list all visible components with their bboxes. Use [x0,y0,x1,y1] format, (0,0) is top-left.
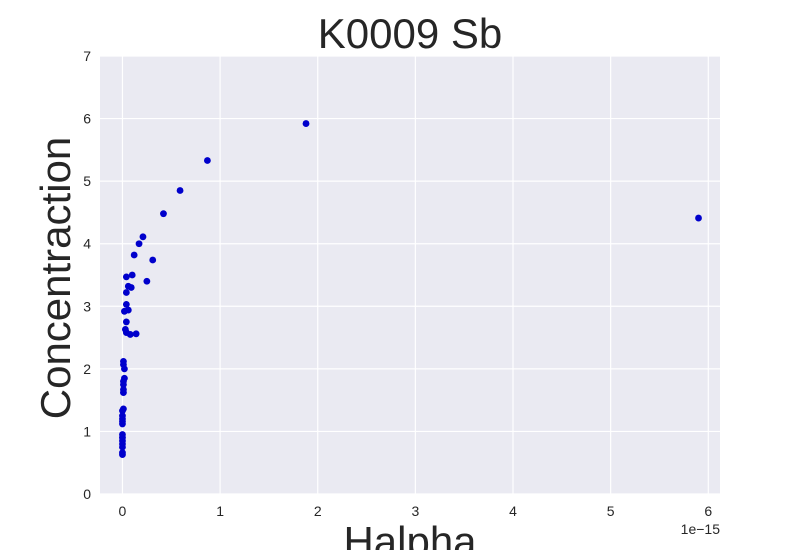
y-tick-label: 0 [83,486,91,502]
data-point [132,330,140,338]
x-tick-label: 0 [119,503,127,519]
y-tick-label: 4 [83,236,91,252]
data-point [119,431,126,438]
grid-lines [100,55,720,495]
data-point [124,306,132,314]
data-point [121,374,128,382]
data-point [120,386,127,393]
y-tick-label: 1 [83,423,91,439]
data-point [122,289,130,296]
data-point [204,157,211,164]
y-tick-labels: 0 1 2 3 4 5 6 7 [83,48,91,502]
data-point [122,273,130,281]
x-tick-label: 6 [704,503,712,519]
y-tick-label: 6 [83,111,91,127]
data-point [302,120,310,127]
x-tick-label: 1 [216,503,224,519]
data-point [176,187,184,194]
data-point [122,318,130,326]
x-tick-label: 4 [509,503,517,519]
y-tick-label: 2 [83,361,91,377]
x-tick-label: 3 [411,503,419,519]
y-tick-label: 3 [83,298,91,314]
data-point [122,301,130,308]
data-point [160,210,167,218]
data-point [695,214,702,222]
data-point [135,240,143,248]
x-axis-offset-label: 1e−15 [681,521,721,537]
data-point [149,256,157,264]
data-point [119,412,126,420]
y-axis-label: Concentraction [32,137,79,420]
data-point [143,277,151,285]
data-point [120,357,127,365]
data-point [121,326,129,333]
data-point [126,331,134,338]
y-tick-label: 5 [83,173,91,189]
data-point [139,233,147,241]
plot-area [100,56,720,494]
y-tick-label: 7 [83,48,91,64]
data-point [120,405,127,413]
data-points [119,120,702,458]
x-axis-label: Halpha [343,518,477,550]
data-point [130,251,138,259]
data-point [119,449,126,457]
x-tick-label: 2 [314,503,322,519]
chart-title: K0009 Sb [318,10,503,57]
data-point [128,271,136,279]
x-tick-labels: 0 1 2 3 4 5 6 [119,503,713,519]
data-point [127,284,135,291]
x-tick-label: 5 [607,503,615,519]
